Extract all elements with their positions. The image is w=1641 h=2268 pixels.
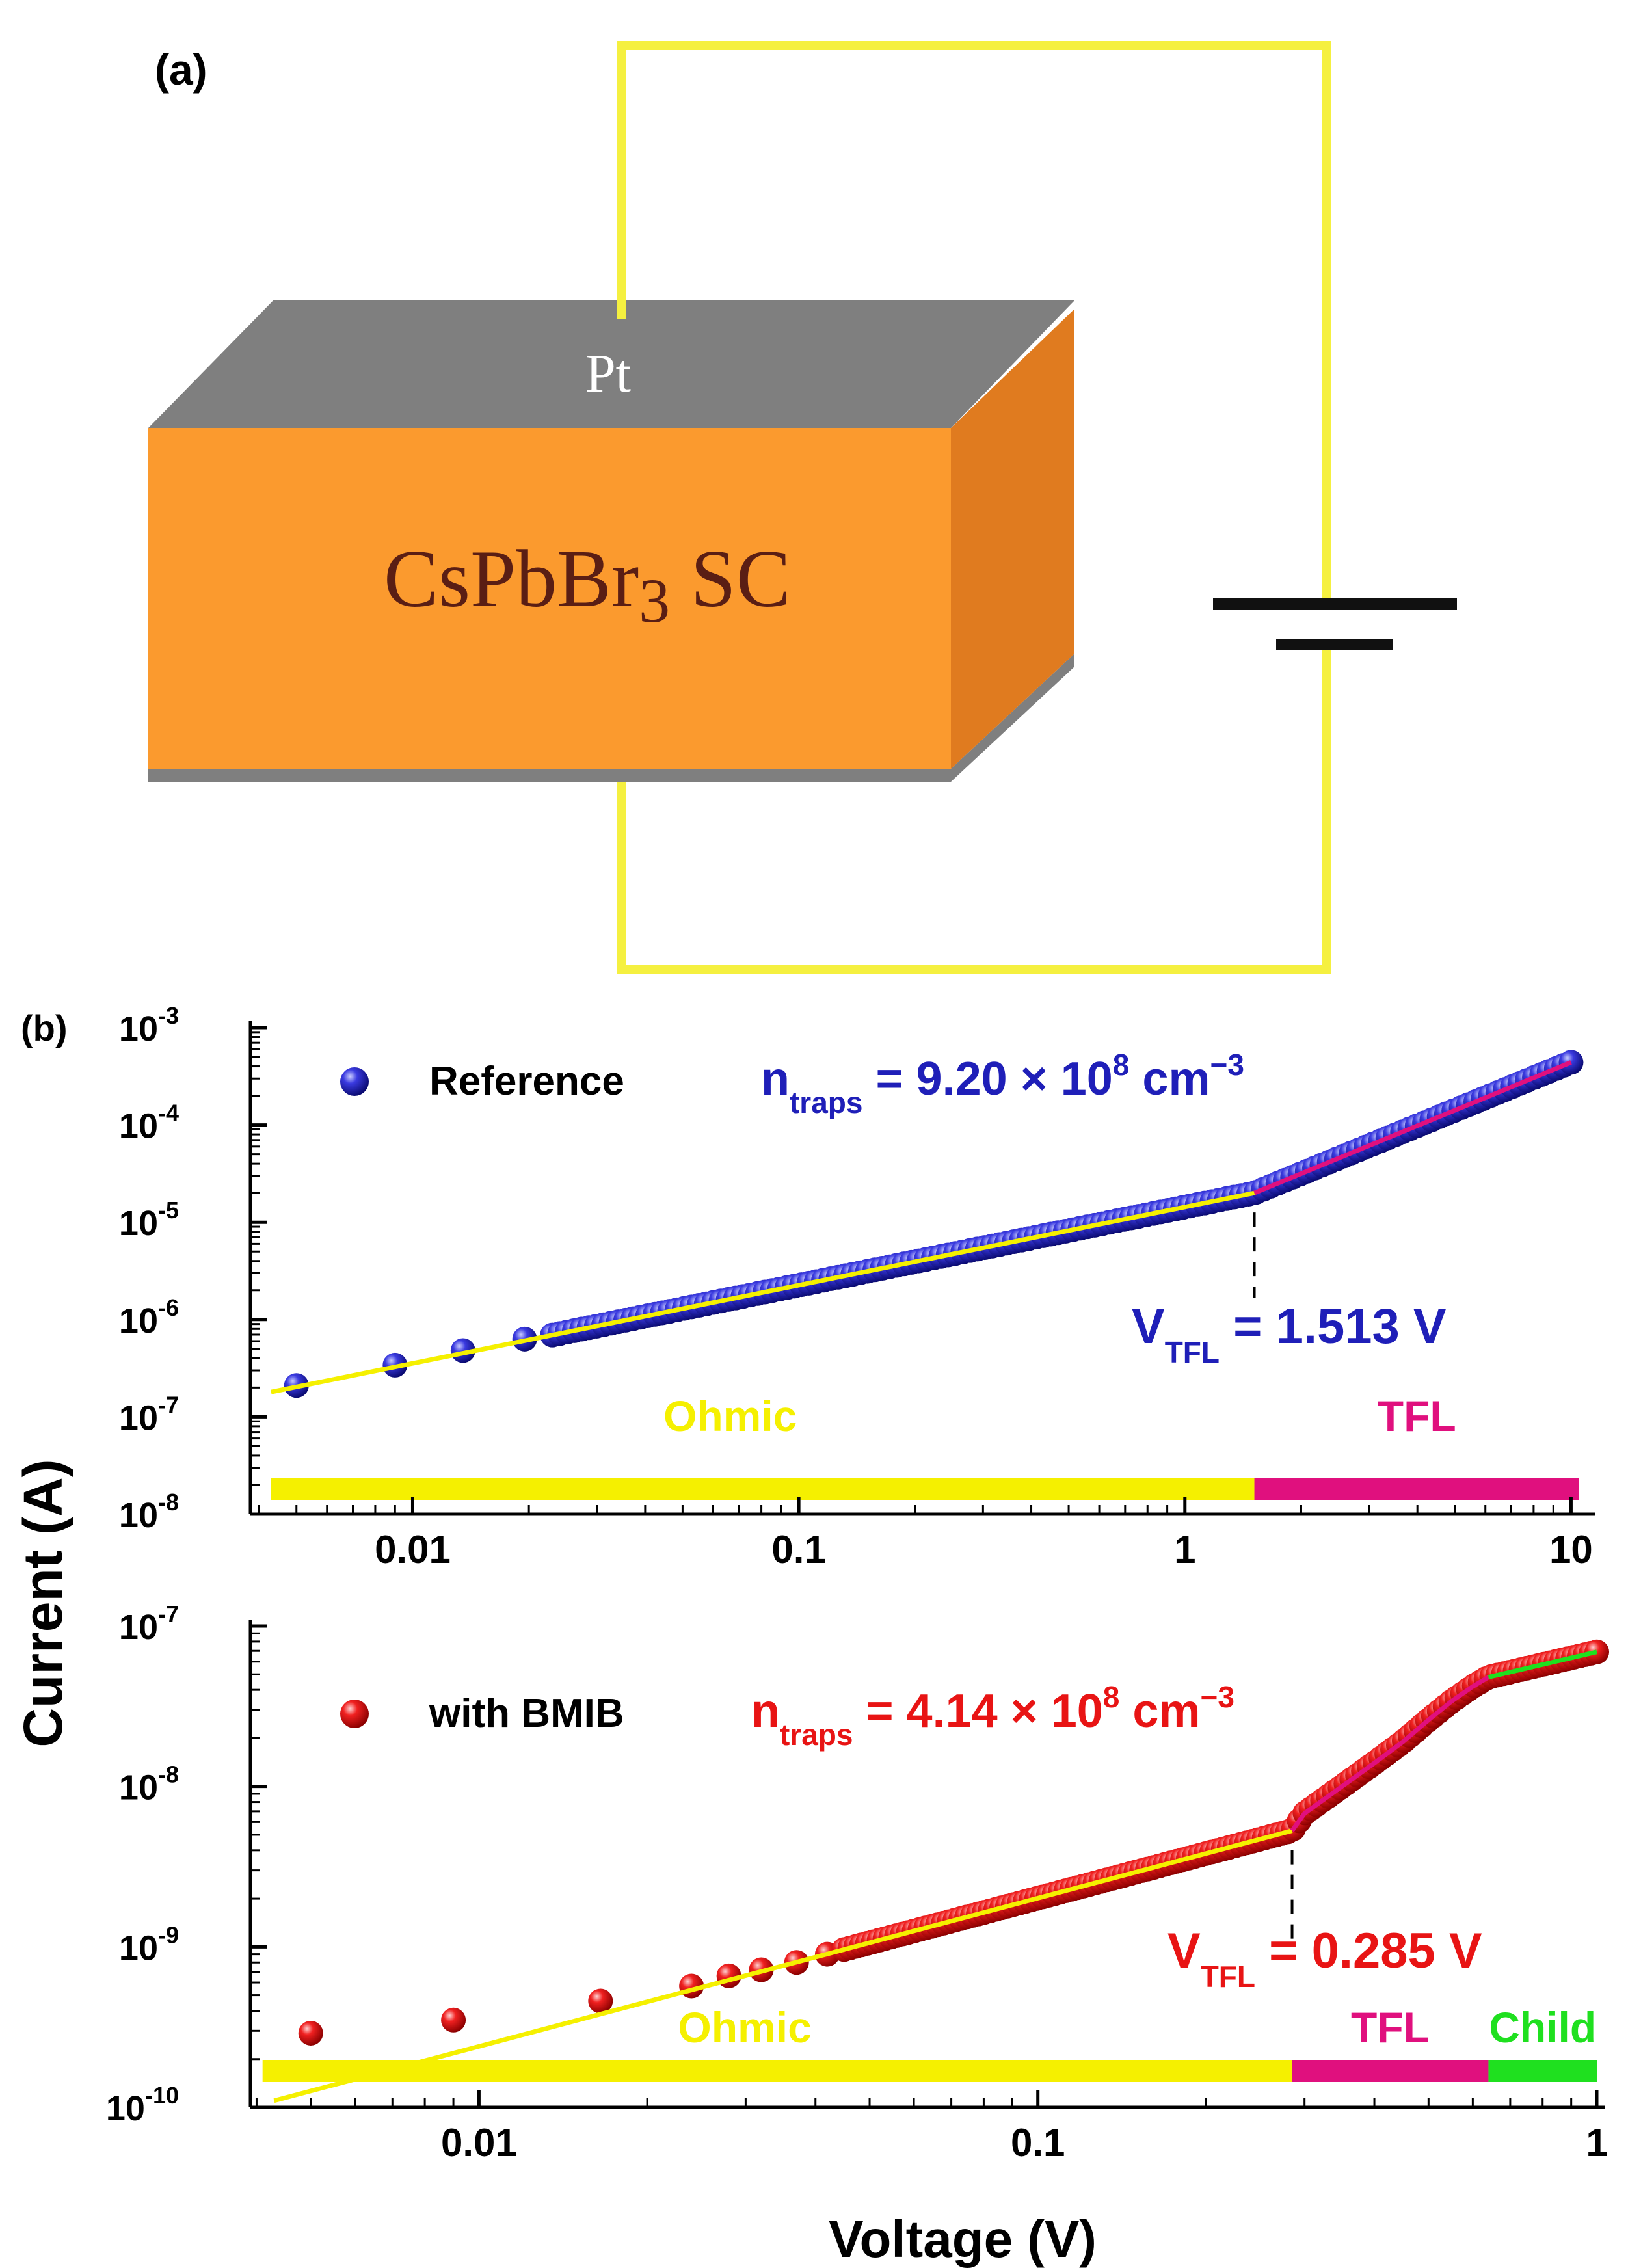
region-bar-child <box>1488 2060 1597 2082</box>
region-label-ohmic: Ohmic <box>678 2003 811 2051</box>
data-point <box>441 2007 466 2033</box>
crystal-side-face <box>951 309 1074 769</box>
bmib-iv-chart: Ohmic TFL Child 10-10 10-9 10-8 10-7 0.01 0.1 1 wi… <box>106 1601 1609 2165</box>
x-tick-label: 1 <box>1586 2121 1607 2165</box>
y-tick-label: 10-6 <box>119 1294 179 1341</box>
y-tick-label: 10-7 <box>119 1601 179 1647</box>
x-tick-label: 10 <box>1549 1528 1593 1571</box>
legend-marker <box>340 1700 369 1728</box>
region-bar-ohmic <box>271 1478 1255 1500</box>
y-tick-label: 10-4 <box>119 1100 179 1146</box>
bottom-electrode <box>148 654 1074 782</box>
region-label-tfl: TFL <box>1378 1392 1456 1440</box>
reference-iv-chart: Ohmic TFL 10-8 10-7 10-6 10-5 10-4 10-3 0.01 0.1 1… <box>119 1002 1595 1571</box>
y-axis-title: Current (A) <box>12 1459 73 1747</box>
panel-a-label: (a) <box>155 46 207 94</box>
legend-label: with BMIB <box>429 1691 624 1736</box>
x-tick-label: 0.01 <box>441 2121 517 2165</box>
electrode-label: Pt <box>585 343 631 404</box>
y-tick-label: 10-8 <box>119 1761 179 1808</box>
top-electrode-pt <box>148 300 1074 428</box>
ohmic-fit-line <box>273 1828 1293 2103</box>
y-tick-label: 10-3 <box>119 1002 179 1048</box>
panel-a-device-schematic: (a) Pt CsPbBr3 SC <box>148 41 1457 974</box>
region-bar-tfl <box>1254 1478 1580 1500</box>
x-axis-title: Voltage (V) <box>829 2210 1097 2268</box>
x-tick-label: 0.1 <box>1011 2121 1065 2165</box>
ntraps-annotation: ntraps = 4.14 × 108 cm−3 <box>751 1680 1234 1752</box>
vtfl-annotation: VTFL = 1.513 V <box>1132 1299 1447 1369</box>
y-tick-label: 10-8 <box>119 1489 179 1535</box>
x-tick-label: 0.1 <box>771 1528 825 1571</box>
legend-marker <box>340 1067 369 1096</box>
panel-b-label: (b) <box>21 1007 68 1048</box>
y-tick-label: 10-10 <box>106 2082 179 2128</box>
region-label-tfl: TFL <box>1351 2003 1430 2051</box>
x-tick-label: 1 <box>1174 1528 1195 1571</box>
tfl-fit-line <box>1290 1675 1490 1832</box>
legend-label: Reference <box>429 1059 624 1104</box>
crystal-front-face <box>148 428 951 769</box>
vtfl-annotation: VTFL = 0.285 V <box>1167 1923 1482 1994</box>
ohmic-fit-line <box>271 1190 1255 1394</box>
x-tick-label: 0.01 <box>375 1528 451 1571</box>
battery-plate-long <box>1213 598 1457 610</box>
child-fit-line <box>1488 1649 1597 1680</box>
crystal-label: CsPbBr3 SC <box>384 534 791 635</box>
ntraps-annotation: ntraps = 9.20 × 108 cm−3 <box>761 1048 1244 1119</box>
region-bar-tfl <box>1292 2060 1489 2082</box>
region-label-ohmic: Ohmic <box>663 1392 797 1440</box>
data-point <box>588 1988 613 2014</box>
y-tick-label: 10-9 <box>119 1921 179 1968</box>
y-tick-label: 10-5 <box>119 1197 179 1243</box>
tfl-fit-line <box>1253 1060 1572 1195</box>
battery-plate-short <box>1276 639 1393 650</box>
y-tick-label: 10-7 <box>119 1391 179 1437</box>
circuit-wire <box>617 41 1331 974</box>
region-bar-ohmic <box>262 2060 1292 2082</box>
region-label-child: Child <box>1489 2003 1596 2051</box>
data-point <box>298 2020 323 2046</box>
